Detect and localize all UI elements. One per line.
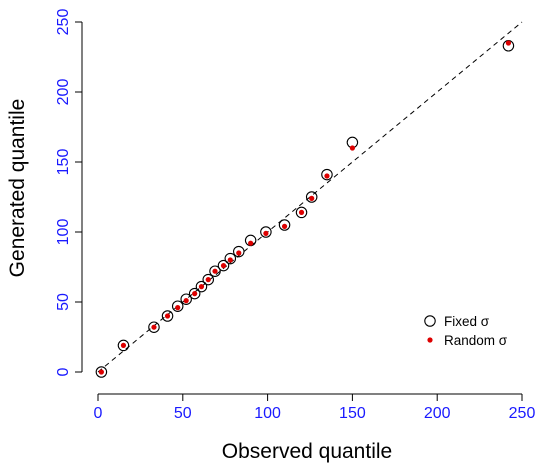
point-random <box>212 268 218 274</box>
axes: 0 50 100 150 200 250 0 50 100 150 200 250 <box>55 9 535 422</box>
point-fixed <box>209 265 221 277</box>
x-tick-label: 250 <box>509 405 536 422</box>
x-axis-title: Observed quantile <box>222 440 392 463</box>
point-fixed <box>117 339 130 352</box>
point-random <box>205 277 211 283</box>
point-fixed <box>180 293 192 305</box>
point-fixed <box>195 280 208 293</box>
point-random <box>263 230 269 236</box>
point-random <box>98 369 104 375</box>
y-tick-label: 150 <box>55 149 72 176</box>
point-random <box>175 305 181 311</box>
x-tick-label: 200 <box>424 405 451 422</box>
point-fixed <box>305 191 318 203</box>
y-tick-label: 100 <box>55 219 72 246</box>
legend-marker-fixed <box>424 315 436 327</box>
point-fixed <box>188 287 201 300</box>
point-random <box>298 209 305 215</box>
point-fixed <box>161 310 174 322</box>
point-fixed <box>233 245 245 258</box>
point-fixed <box>295 206 308 219</box>
legend-marker-random <box>427 337 433 343</box>
y-axis-title: Generated quantile <box>6 99 29 278</box>
legend: Fixed σ Random σ <box>424 314 508 348</box>
point-fixed <box>321 168 333 181</box>
point-random <box>198 284 205 290</box>
point-fixed <box>171 300 184 312</box>
point-random <box>505 40 512 46</box>
point-fixed <box>217 259 230 272</box>
point-random <box>151 324 157 330</box>
point-random <box>248 240 254 246</box>
point-fixed <box>260 226 272 238</box>
y-tick-label: 0 <box>55 367 72 376</box>
point-random <box>349 145 355 151</box>
y-tick-label: 50 <box>55 293 72 311</box>
point-random <box>281 223 288 229</box>
point-random <box>236 250 242 256</box>
point-random <box>164 313 171 319</box>
point-fixed <box>202 273 214 286</box>
point-random <box>192 291 198 297</box>
x-tick-label: 100 <box>254 405 281 422</box>
point-random <box>120 342 127 348</box>
point-fixed <box>148 321 160 333</box>
point-fixed <box>95 366 108 378</box>
point-random <box>183 298 189 304</box>
point-random <box>220 263 227 269</box>
y-tick-label: 250 <box>55 9 72 36</box>
legend-label-random: Random σ <box>444 333 508 348</box>
point-fixed <box>224 252 237 265</box>
x-tick-label: 150 <box>339 405 366 422</box>
point-random <box>227 257 233 263</box>
point-random <box>324 173 330 179</box>
legend-label-fixed: Fixed σ <box>444 314 490 329</box>
plot-area <box>95 21 523 378</box>
point-random <box>309 195 315 201</box>
x-tick-label: 50 <box>174 405 192 422</box>
x-tick-label: 0 <box>94 405 103 422</box>
point-fixed <box>278 219 291 231</box>
y-tick-label: 200 <box>55 79 72 106</box>
